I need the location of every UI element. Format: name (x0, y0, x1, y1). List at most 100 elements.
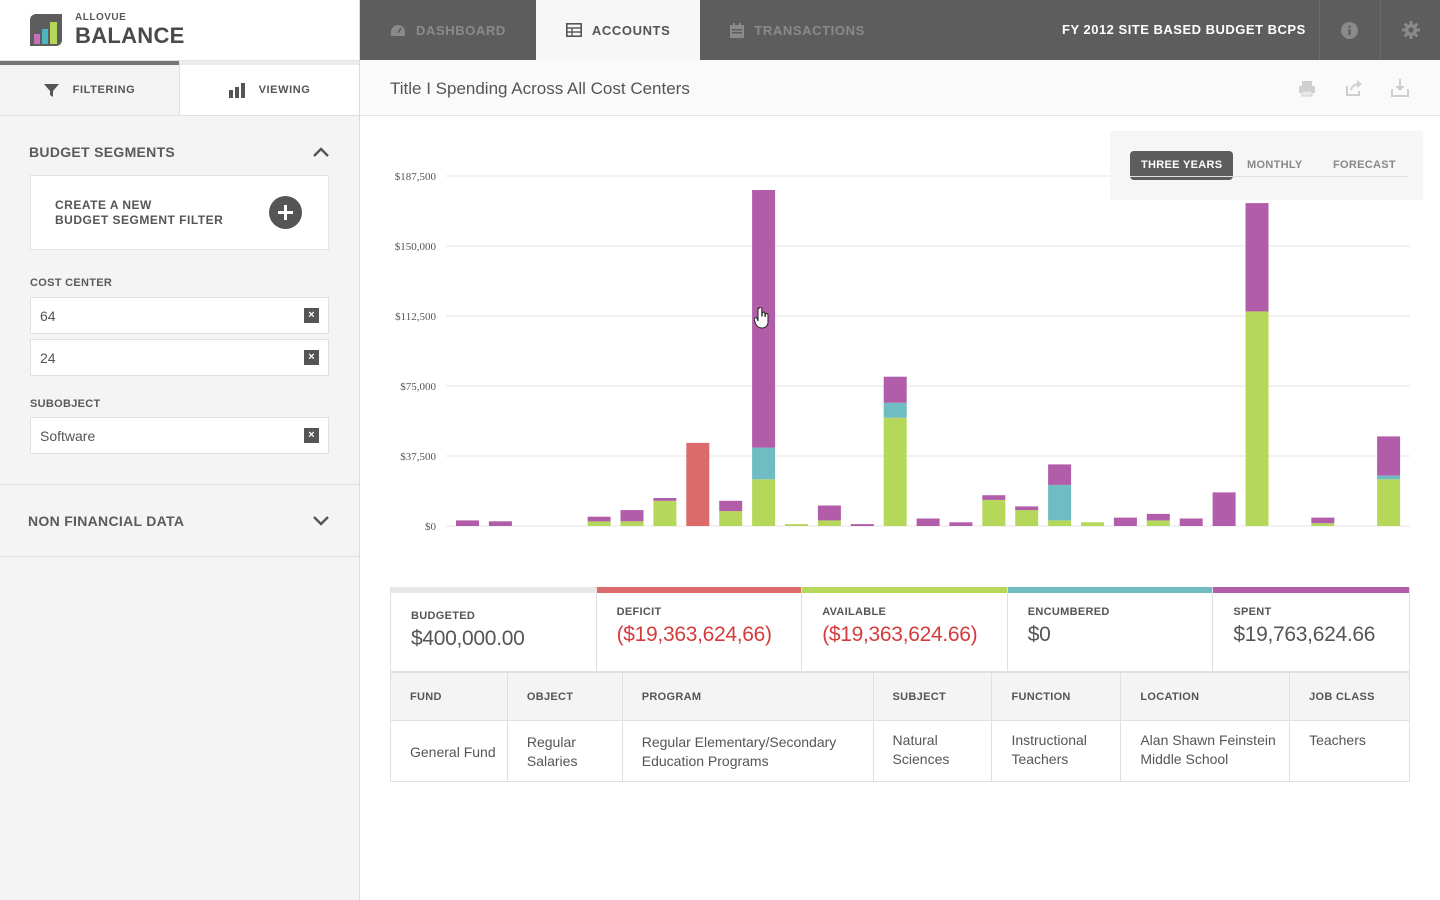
bar-segment-available[interactable] (653, 500, 677, 526)
tab-transactions-label: TRANSACTIONS (754, 22, 865, 38)
bar-segment-spent[interactable] (653, 498, 677, 501)
bar-segment-available[interactable] (1081, 522, 1104, 526)
bar-segment-spent[interactable] (488, 521, 512, 526)
cost-center-label: COST CENTER (30, 277, 113, 289)
bar-segment-available[interactable] (785, 524, 808, 526)
bar-segment-encumbered[interactable] (1377, 475, 1401, 480)
cell-subject: Natural Sciences (873, 720, 993, 782)
bar-segment-available[interactable] (1245, 311, 1269, 526)
tab-viewing-label: VIEWING (258, 84, 311, 96)
bar-segment-spent[interactable] (1245, 203, 1269, 312)
bar-segment-spent[interactable] (850, 524, 874, 526)
column-header-location[interactable]: LOCATION (1120, 672, 1291, 721)
bar-segment-spent[interactable] (620, 510, 644, 522)
range-three-years-button[interactable]: THREE YEARS (1130, 151, 1234, 180)
info-button[interactable] (1319, 0, 1379, 60)
bar-segment-available[interactable] (587, 521, 611, 526)
summary-color-bar (596, 587, 802, 593)
bar-segment-available[interactable] (1048, 520, 1072, 526)
y-tick-label: $75,000 (400, 381, 436, 393)
settings-button[interactable] (1380, 0, 1440, 60)
tab-accounts[interactable]: ACCOUNTS (535, 0, 701, 60)
bar-segment-spent[interactable] (1146, 513, 1170, 521)
sidebar-divider (0, 484, 359, 485)
bar-segment-spent[interactable] (1311, 517, 1335, 524)
column-header-function[interactable]: FUNCTION (991, 672, 1122, 721)
info-icon (1341, 21, 1358, 39)
page-title: Title I Spending Across All Cost Centers (390, 79, 690, 98)
subobject-value-1[interactable]: Software × (30, 417, 329, 454)
bar-segment-available[interactable] (1146, 520, 1170, 526)
bar-segment-spent[interactable] (1048, 464, 1072, 485)
summary-value: $0 (1027, 623, 1051, 646)
clear-icon[interactable]: × (304, 428, 319, 443)
cost-center-value-1[interactable]: 64 × (30, 297, 329, 334)
bar-segment-available[interactable] (1311, 523, 1335, 526)
summary-available: AVAILABLE ($19,363,624.66) (802, 587, 1008, 671)
bar-segment-spent[interactable] (817, 505, 841, 521)
range-selector: THREE YEARS MONTHLY FORECAST (1110, 131, 1423, 200)
logo[interactable]: ALLOVUE BALANCE (0, 0, 359, 61)
bar-segment-available[interactable] (982, 499, 1006, 526)
column-header-fund[interactable]: FUND (390, 672, 508, 721)
bar-segment-spent[interactable] (719, 500, 743, 512)
bar-segment-deficit[interactable] (686, 442, 710, 526)
bar-segment-spent[interactable] (916, 518, 940, 527)
bar-segment-available[interactable] (752, 479, 776, 526)
bar-segment-available[interactable] (620, 521, 644, 526)
bar-chart-icon (228, 82, 245, 98)
summary-budgeted: BUDGETED $400,000.00 (391, 587, 597, 671)
summary-label: SPENT (1233, 606, 1272, 618)
subobject-value-text: Software (40, 427, 96, 444)
clear-icon[interactable]: × (304, 308, 319, 323)
plus-icon (278, 205, 293, 220)
hand-cursor-icon (754, 307, 769, 329)
bar-segment-available[interactable] (1015, 510, 1039, 526)
tab-dashboard[interactable]: DASHBOARD (360, 0, 536, 60)
bar-segment-available[interactable] (883, 417, 907, 526)
bar-segment-spent[interactable] (1212, 492, 1236, 526)
create-segment-filter[interactable]: CREATE A NEW BUDGET SEGMENT FILTER (30, 175, 329, 250)
range-forecast-button[interactable]: FORECAST (1333, 159, 1396, 171)
chevron-up-icon[interactable] (313, 147, 329, 157)
bar-segment-available[interactable] (719, 511, 743, 526)
tab-transactions[interactable]: TRANSACTIONS (700, 0, 894, 60)
y-tick-label: $187,500 (395, 171, 437, 183)
non-financial-header[interactable]: NON FINANCIAL DATA (0, 485, 359, 557)
download-icon[interactable] (1390, 78, 1410, 98)
bar-segment-available[interactable] (817, 520, 841, 526)
range-monthly-button[interactable]: MONTHLY (1247, 159, 1303, 171)
budget-segments-header[interactable]: BUDGET SEGMENTS (0, 143, 359, 161)
bar-segment-encumbered[interactable] (752, 447, 776, 480)
summary-value: $400,000.00 (411, 627, 525, 650)
bar-segment-spent[interactable] (587, 516, 611, 522)
bar-segment-encumbered[interactable] (1048, 484, 1072, 521)
bar-segment-spent[interactable] (456, 520, 479, 526)
tab-viewing[interactable]: VIEWING (179, 61, 359, 115)
bar-segment-encumbered[interactable] (883, 402, 907, 418)
bar-segment-spent[interactable] (1377, 436, 1401, 476)
cell-location: Alan Shawn Feinstein Middle School (1120, 720, 1291, 782)
column-header-subject[interactable]: SUBJECT (873, 672, 993, 721)
tab-filtering[interactable]: FILTERING (0, 61, 179, 115)
bar-segment-spent[interactable] (982, 495, 1006, 500)
bar-segment-spent[interactable] (1113, 517, 1137, 526)
print-icon[interactable] (1297, 78, 1317, 98)
column-header-job-class[interactable]: JOB CLASS (1289, 672, 1410, 721)
column-header-object[interactable]: OBJECT (507, 672, 623, 721)
bar-segment-spent[interactable] (1179, 518, 1203, 527)
bar-segment-spent[interactable] (949, 522, 973, 526)
bar-segment-spent[interactable] (1015, 506, 1039, 511)
bar-segment-available[interactable] (1377, 479, 1401, 526)
table-header-row: FUND OBJECT PROGRAM SUBJECT FUNCTION LOC… (390, 672, 1410, 721)
share-icon[interactable] (1344, 78, 1364, 98)
chevron-down-icon[interactable] (313, 515, 329, 526)
bar-segment-spent[interactable] (883, 376, 907, 403)
cost-center-value-2[interactable]: 24 × (30, 339, 329, 376)
column-header-program[interactable]: PROGRAM (622, 672, 874, 721)
add-segment-button[interactable] (269, 196, 302, 229)
table-row[interactable]: General Fund Regular Salaries Regular El… (390, 720, 1410, 782)
logo-big-text: BALANCE (75, 23, 185, 48)
clear-icon[interactable]: × (304, 350, 319, 365)
calendar-icon (730, 22, 745, 38)
